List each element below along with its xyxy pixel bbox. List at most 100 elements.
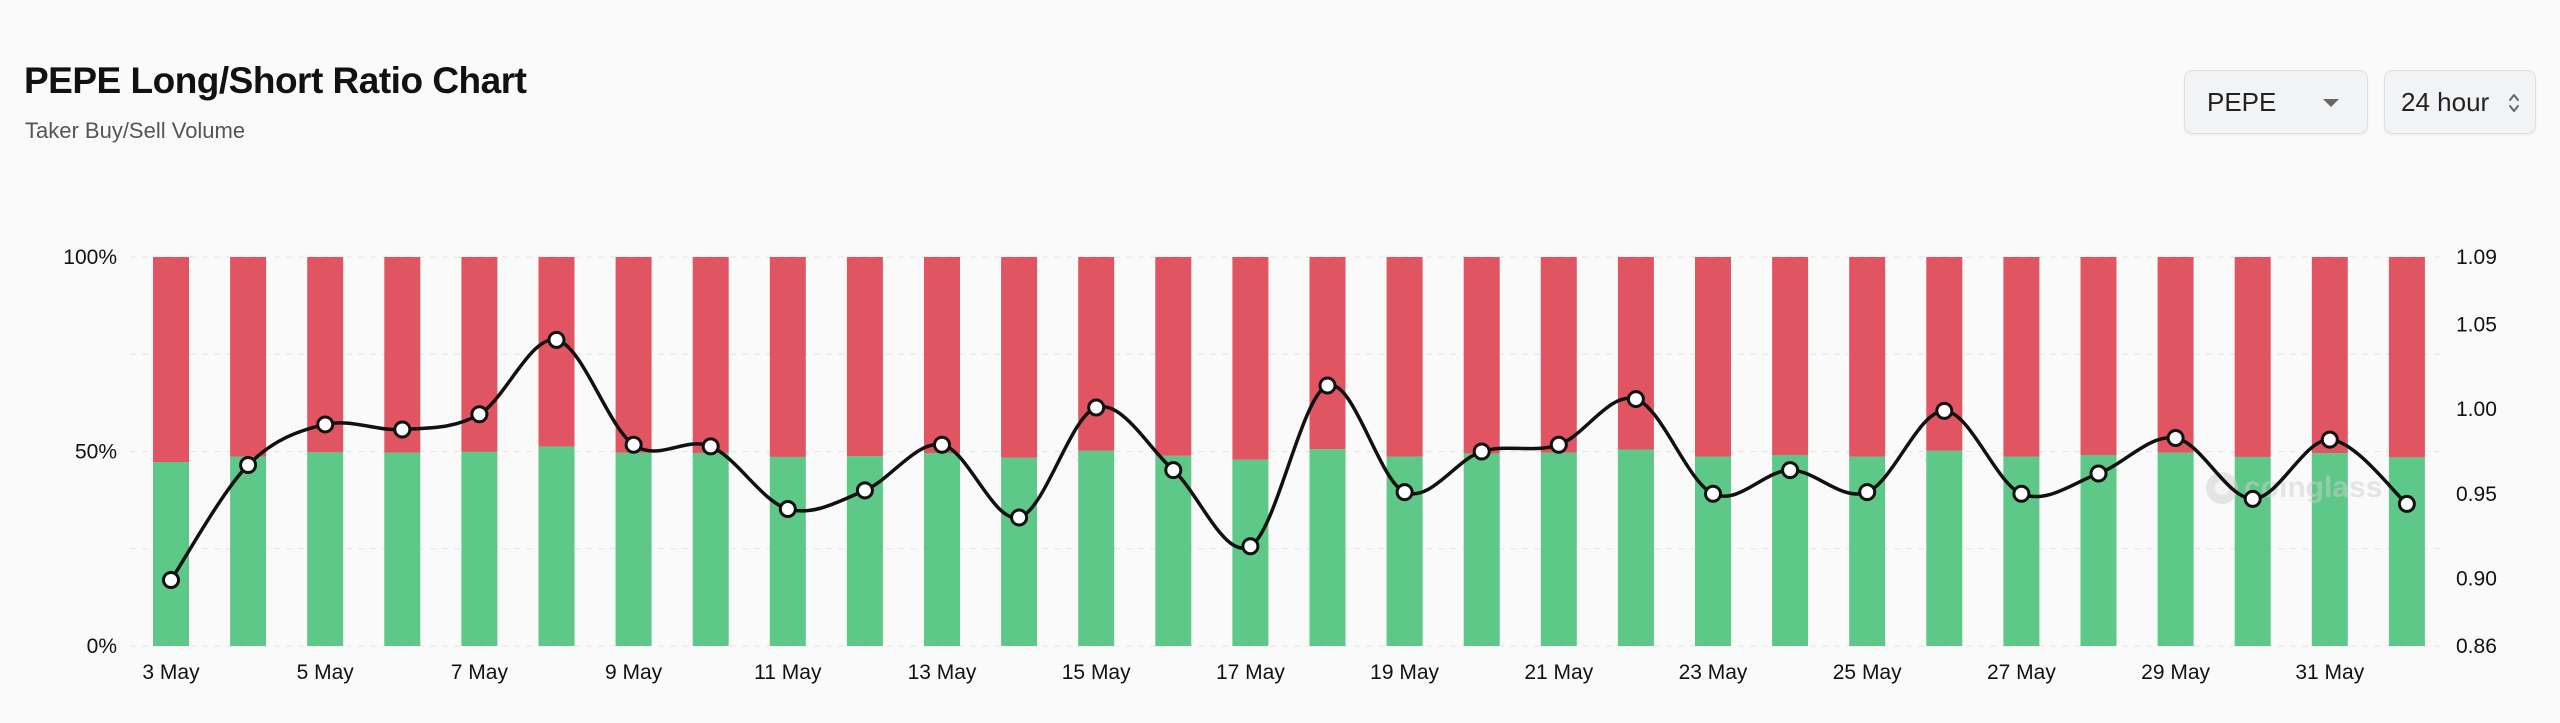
ratio-point	[2012, 484, 2031, 503]
buy-bar	[924, 453, 960, 646]
ratio-point	[162, 571, 180, 590]
sell-bar	[1078, 257, 1115, 451]
period-select-value: 24 hour	[2401, 86, 2490, 117]
x-tick-label: 9 May	[605, 661, 663, 684]
x-tick-label: 11 May	[754, 661, 822, 684]
y-left-tick-label: 0%	[87, 635, 117, 658]
sell-bar	[615, 257, 652, 453]
sell-bar	[1926, 257, 1963, 451]
sell-bar	[846, 257, 883, 457]
x-tick-label: 27 May	[1987, 661, 2056, 684]
ratio-line-path	[169, 338, 2409, 582]
ratio-point	[393, 420, 412, 439]
x-axis: 3 May 5 May 7 May 9 May 11 May 13 May 15 May 17…	[142, 661, 2364, 684]
buy-bar	[230, 456, 267, 646]
buy-bar	[1540, 452, 1577, 646]
x-tick-label: 3 May	[142, 661, 200, 684]
buy-bar	[1463, 453, 1500, 646]
ratio-point	[855, 481, 874, 500]
sell-bar	[1695, 257, 1731, 457]
sell-bar	[2234, 257, 2271, 457]
ratio-point	[2397, 494, 2416, 513]
sell-bar	[1001, 257, 1038, 458]
ratio-point	[933, 435, 951, 454]
buy-bar	[307, 452, 344, 646]
ratio-point	[316, 415, 335, 434]
grid-lines	[130, 256, 2440, 647]
ratio-point	[470, 405, 489, 424]
ratio-point	[2243, 489, 2262, 508]
ratio-point	[1704, 484, 1722, 503]
sell-bar	[1849, 257, 1886, 457]
sell-bar	[384, 257, 421, 453]
x-tick-label: 5 May	[297, 661, 355, 684]
buy-bar	[153, 462, 189, 646]
y-axis-right: 0.86 0.90 0.95 1.00 1.05 1.09	[2456, 246, 2497, 658]
x-tick-label: 29 May	[2141, 661, 2210, 684]
sell-bar	[1772, 257, 1809, 456]
page-title: PEPE Long/Short Ratio Chart	[24, 60, 527, 101]
buy-bar	[2388, 457, 2425, 646]
ratio-point	[2089, 464, 2108, 483]
x-tick-label: 25 May	[1833, 661, 1902, 684]
buy-bar	[615, 452, 652, 646]
ratio-point	[1858, 483, 1877, 502]
chevron-down-icon	[2323, 99, 2339, 107]
sell-bar	[1309, 257, 1346, 450]
x-tick-label: 23 May	[1679, 661, 1748, 684]
buy-bar	[2080, 455, 2117, 646]
ratio-point	[1626, 390, 1645, 409]
buy-bar	[692, 453, 729, 646]
sell-bar	[769, 257, 806, 457]
period-select[interactable]: 24 hour	[2384, 70, 2536, 134]
sell-bar	[1386, 257, 1423, 457]
ratio-line	[162, 330, 2416, 590]
ratio-point	[547, 330, 566, 349]
sell-bar	[2003, 257, 2040, 457]
sell-bar	[924, 257, 960, 454]
watermark: coinglass	[2206, 471, 2382, 504]
buy-bar	[1001, 457, 1038, 646]
sell-bar	[1540, 257, 1577, 453]
ratio-point	[1935, 401, 1954, 420]
buy-bar	[538, 446, 575, 646]
y-right-tick-label: 1.09	[2456, 246, 2497, 269]
ratio-point	[1241, 537, 1260, 556]
y-left-tick-label: 50%	[75, 441, 117, 464]
ratio-point	[1395, 483, 1414, 502]
y-right-tick-label: 1.05	[2456, 314, 2497, 337]
symbol-select-value: PEPE	[2207, 86, 2277, 117]
y-axis-left: 0% 50% 100%	[63, 246, 117, 658]
x-tick-label: 17 May	[1216, 661, 1285, 684]
buy-bar	[1309, 449, 1346, 646]
ratio-point	[624, 435, 643, 454]
ratio-point	[1087, 398, 1106, 417]
sell-bar	[2080, 257, 2117, 456]
buy-bar	[1155, 455, 1192, 646]
symbol-select[interactable]: PEPE	[2184, 70, 2368, 134]
x-tick-label: 21 May	[1524, 661, 1593, 684]
buy-bar	[2311, 453, 2348, 646]
buy-bar	[461, 451, 498, 646]
sell-bar	[1155, 257, 1192, 456]
ratio-point	[778, 500, 797, 519]
ratio-point	[2166, 428, 2185, 447]
buy-bar	[1617, 449, 1654, 646]
y-left-tick-label: 100%	[63, 246, 117, 269]
x-tick-label: 7 May	[451, 661, 509, 684]
buy-bar	[1078, 450, 1115, 646]
buy-bar	[2157, 452, 2194, 646]
ratio-point	[1010, 508, 1029, 527]
ratio-point	[701, 437, 720, 456]
ratio-point	[1472, 442, 1491, 461]
ratio-point	[1549, 435, 1568, 454]
x-tick-label: 19 May	[1370, 661, 1439, 684]
sell-bar	[538, 257, 575, 447]
ratio-point	[2320, 430, 2339, 449]
sell-bar	[2157, 257, 2194, 453]
ratio-point	[239, 456, 258, 475]
buy-bar	[2234, 456, 2271, 646]
x-tick-label: 13 May	[908, 661, 977, 684]
sell-bar	[2388, 257, 2425, 458]
buy-bar	[1772, 455, 1809, 646]
